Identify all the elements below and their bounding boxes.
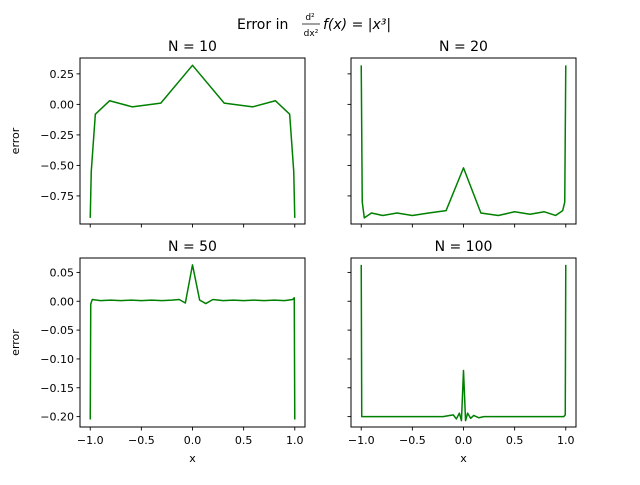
- figure-title: Error in d² dx² f(x) = |x³|: [237, 13, 391, 39]
- y-axis-label: error: [9, 127, 22, 154]
- x-tick-label: −0.5: [399, 434, 426, 447]
- error-series-line: [89, 64, 296, 218]
- y-tick-label: −0.10: [40, 353, 74, 366]
- x-tick-label: 0.0: [455, 434, 473, 447]
- y-axis-label: error: [9, 329, 22, 356]
- y-tick-label: −0.05: [40, 324, 74, 337]
- subplot-3: N = 50 −1.0 −0.5 0.0 0.5 1.0 0.05 0.00 −0.05 −0.1…: [9, 239, 306, 465]
- x-tick-label: −1.0: [77, 434, 104, 447]
- figure-title-derivative-denominator: dx²: [304, 29, 319, 39]
- subplot-title: N = 10: [168, 39, 217, 55]
- subplot-2: N = 20: [347, 39, 577, 228]
- subplot-4: N = 100 −1.0 −0.5 0.0 0.5 1.0 x: [347, 239, 577, 465]
- x-tick-label: 0.5: [506, 434, 524, 447]
- y-tick-label: 0.05: [50, 266, 75, 279]
- y-tick-label: 0.00: [50, 98, 75, 111]
- y-tick-label: 0.25: [50, 68, 75, 81]
- y-tick-label: −0.75: [40, 190, 74, 203]
- error-series-line: [360, 264, 567, 422]
- x-axis-label: x: [460, 452, 467, 465]
- figure-title-derivative-numerator: d²: [305, 13, 315, 23]
- figure-title-prefix: Error in: [237, 17, 288, 33]
- y-tick-label: 0.00: [50, 295, 75, 308]
- x-tick-label: 1.0: [557, 434, 575, 447]
- subplot-title: N = 20: [439, 39, 488, 55]
- x-tick-label: 0.0: [184, 434, 202, 447]
- x-tick-label: −1.0: [348, 434, 375, 447]
- y-tick-label: −0.15: [40, 382, 74, 395]
- x-tick-label: −0.5: [128, 434, 155, 447]
- y-tick-label: −0.20: [40, 411, 74, 424]
- subplots: N = 10 0.25 0.00 −0.25 −0.50 −0.75 error N = 20…: [9, 39, 577, 465]
- subplot-title: N = 50: [168, 239, 217, 255]
- error-series-line: [89, 264, 296, 420]
- x-tick-label: 0.5: [235, 434, 253, 447]
- x-axis-label: x: [189, 452, 196, 465]
- x-tick-label: 1.0: [286, 434, 304, 447]
- error-series-line: [360, 65, 567, 219]
- figure-title-function: f(x) = |x³|: [323, 17, 391, 33]
- subplot-1: N = 10 0.25 0.00 −0.25 −0.50 −0.75 error: [9, 39, 306, 228]
- subplot-title: N = 100: [435, 239, 493, 255]
- y-tick-label: −0.25: [40, 129, 74, 142]
- y-tick-label: −0.50: [40, 159, 74, 172]
